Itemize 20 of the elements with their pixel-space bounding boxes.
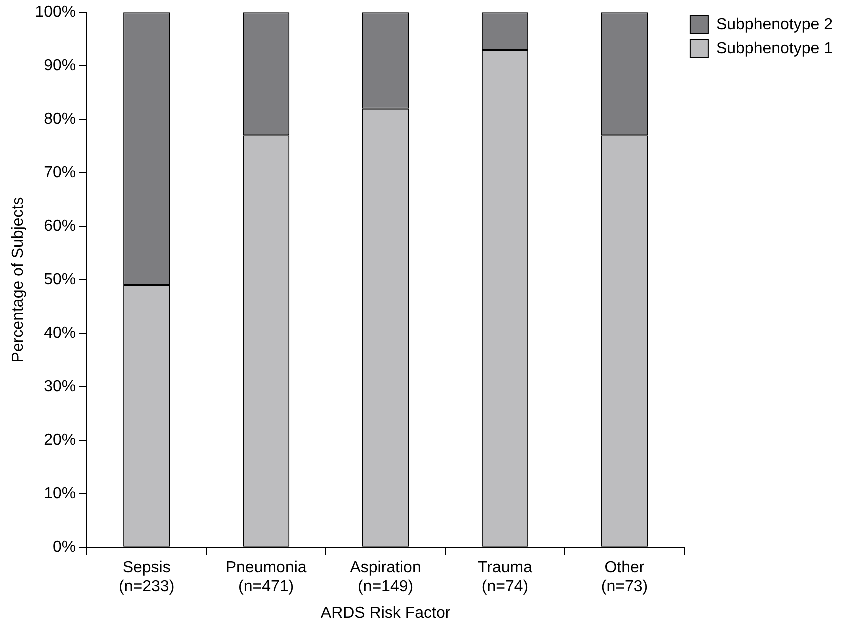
y-tick-label: 60% xyxy=(44,218,76,235)
y-tick-label: 40% xyxy=(44,324,76,342)
y-tick-label: 30% xyxy=(44,378,76,396)
y-axis-title: Percentage of Subjects xyxy=(10,197,28,363)
y-tick-label: 100% xyxy=(35,4,76,22)
legend-label: Subphenotype 2 xyxy=(716,16,834,34)
y-tick-label: 0% xyxy=(52,538,76,556)
y-tick-label: 50% xyxy=(44,271,76,288)
x-tick-label: Aspiration (n=149) xyxy=(350,559,422,596)
y-tick-label: 20% xyxy=(44,432,76,449)
y-tick-label: 90% xyxy=(44,57,76,74)
y-tick-label: 80% xyxy=(44,110,76,128)
x-axis-title: ARDS Risk Factor xyxy=(320,604,452,622)
legend-label: Subphenotype 1 xyxy=(716,40,834,58)
x-tick-label: Pneumonia (n=471) xyxy=(226,559,307,596)
x-tick-label: Sepsis (n=233) xyxy=(119,559,175,596)
x-tick-label: Trauma (n=74) xyxy=(478,559,533,596)
y-tick-label: 10% xyxy=(44,485,76,502)
y-tick-label: 70% xyxy=(44,164,76,182)
x-tick-label: Other (n=73) xyxy=(601,559,648,596)
